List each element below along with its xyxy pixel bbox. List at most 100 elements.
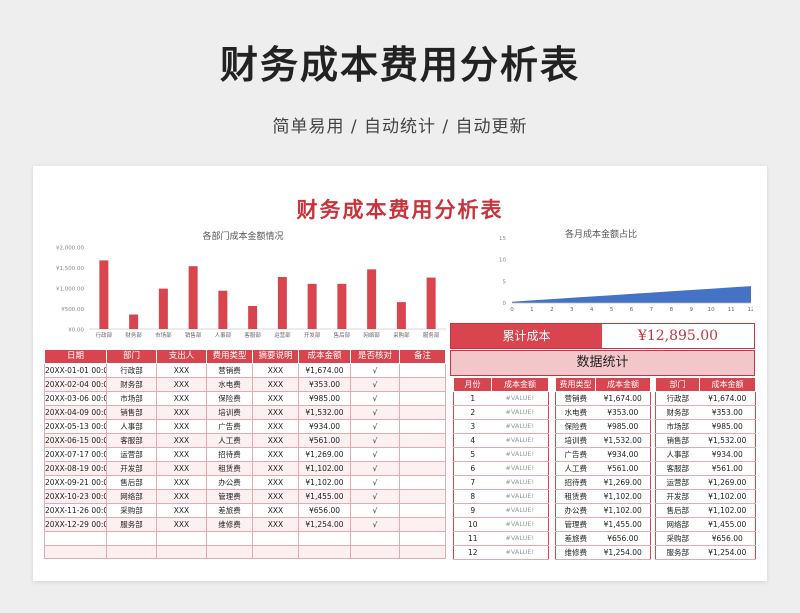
table-row: 7 #VALUE! <box>453 475 549 490</box>
table-cell: √ <box>350 391 400 406</box>
table-cell <box>106 545 157 560</box>
bar-1 <box>129 314 139 329</box>
table-cell: XXX <box>156 475 207 490</box>
table-cell: √ <box>350 419 400 434</box>
table-row: 10 #VALUE! <box>453 517 549 532</box>
table-cell: ¥656.00 <box>298 503 351 518</box>
table-cell: ¥1,102.00 <box>298 461 351 476</box>
table-cell: 20XX-03-06 00:00 <box>44 391 107 406</box>
table-cell: ¥1,269.00 <box>699 475 756 490</box>
table-row: 20XX-09-21 00:00 售后部 XXX 办公费 XXX ¥1,102.00 √ <box>44 475 446 490</box>
table-cell: √ <box>350 363 400 378</box>
x-tick-label: 市场部 <box>155 331 172 339</box>
table-cell: 1 <box>453 391 492 406</box>
bar-9 <box>367 269 377 329</box>
table-row: 广告费 ¥934.00 <box>555 447 651 462</box>
x-tick-label: 8 <box>670 307 674 313</box>
bar-7 <box>307 283 317 329</box>
table-cell <box>399 475 446 490</box>
column-header: 费用类型 <box>206 349 253 364</box>
table-cell: ¥934.00 <box>298 419 351 434</box>
page-title: 财务成本费用分析表 <box>219 43 580 87</box>
table-row: 人事部 ¥934.00 <box>655 447 756 462</box>
table-row: 售后部 ¥1,102.00 <box>655 503 756 518</box>
table-cell <box>399 419 446 434</box>
table-cell: 售后部 <box>655 503 700 518</box>
table-cell: 财务部 <box>106 377 157 392</box>
table-row: 人工费 ¥561.00 <box>555 461 651 476</box>
table-cell: 人事部 <box>655 447 700 462</box>
table-cell: √ <box>350 517 400 532</box>
table-cell: ¥1,254.00 <box>298 517 351 532</box>
x-tick-label: 6 <box>630 307 634 313</box>
table-cell: 水电费 <box>206 377 253 392</box>
table-cell: 20XX-11-26 00:00 <box>44 503 107 518</box>
table-cell: XXX <box>252 447 299 462</box>
table-cell: 招待费 <box>206 447 253 462</box>
table-cell: ¥1,674.00 <box>699 391 756 406</box>
table-cell: ¥1,102.00 <box>595 489 651 504</box>
x-tick-label: 2 <box>550 307 554 313</box>
table-cell: ¥1,532.00 <box>699 433 756 448</box>
x-tick-label: 财务部 <box>125 331 142 339</box>
table-cell <box>298 545 351 560</box>
table-cell <box>399 363 446 378</box>
table-cell <box>399 503 446 518</box>
table-cell: XXX <box>252 475 299 490</box>
bar-4 <box>218 290 228 329</box>
table-cell: 采购部 <box>655 531 700 546</box>
table-cell: ¥1,455.00 <box>699 517 756 532</box>
table-cell: 网络部 <box>655 517 700 532</box>
bar-11 <box>426 277 436 329</box>
x-tick-label: 行政部 <box>96 331 113 339</box>
x-tick-label: 0 <box>510 307 514 313</box>
bar-8 <box>337 283 347 329</box>
table-cell: XXX <box>156 363 207 378</box>
table-cell: 20XX-05-13 00:00 <box>44 419 107 434</box>
table-cell: ¥1,674.00 <box>595 391 651 406</box>
monthly-stats-table: 月份 成本金额 1 #VALUE! 2 #VALUE! 3 #VALUE! 4 #VALUE! 5 #… <box>453 377 549 560</box>
column-header: 成本金额 <box>595 377 651 392</box>
table-row: 20XX-11-26 00:00 采购部 XXX 差旅费 XXX ¥656.00 √ <box>44 503 446 518</box>
table-cell: √ <box>350 489 400 504</box>
table-cell: #VALUE! <box>491 419 549 434</box>
column-header: 部门 <box>106 349 157 364</box>
type-stats-table: 费用类型 成本金额 营销费 ¥1,674.00 水电费 ¥353.00 保险费 ¥985.00… <box>555 377 651 560</box>
x-tick-label: 人事部 <box>215 331 232 339</box>
table-cell: XXX <box>252 503 299 518</box>
table-cell: 人工费 <box>206 433 253 448</box>
table-cell: 销售部 <box>106 405 157 420</box>
table-cell: ¥1,254.00 <box>699 545 756 560</box>
table-cell: 2 <box>453 405 492 420</box>
table-cell <box>399 531 446 546</box>
x-tick-label: 运营部 <box>274 331 291 339</box>
table-cell: ¥985.00 <box>595 419 651 434</box>
table-cell <box>350 531 400 546</box>
table-cell: 管理费 <box>206 489 253 504</box>
table-row: 管理费 ¥1,455.00 <box>555 517 651 532</box>
table-cell: 办公费 <box>206 475 253 490</box>
table-row: 招待费 ¥1,269.00 <box>555 475 651 490</box>
table-row: 服务部 ¥1,254.00 <box>655 545 756 560</box>
table-cell: 租赁费 <box>206 461 253 476</box>
table-cell <box>399 391 446 406</box>
x-tick-label: 销售部 <box>185 331 202 339</box>
bar-10 <box>396 302 406 329</box>
table-cell: 运营部 <box>106 447 157 462</box>
x-tick-label: 网络部 <box>363 331 380 339</box>
column-header: 月份 <box>453 377 492 392</box>
table-cell: 客服部 <box>106 433 157 448</box>
table-cell: #VALUE! <box>491 517 549 532</box>
table-cell: √ <box>350 377 400 392</box>
table-cell: 20XX-02-04 00:00 <box>44 377 107 392</box>
table-cell: 20XX-07-17 00:00 <box>44 447 107 462</box>
table-cell <box>399 405 446 420</box>
table-row: 采购部 ¥656.00 <box>655 531 756 546</box>
sheet-title: 财务成本费用分析表 <box>296 197 504 222</box>
bar-3 <box>188 266 198 329</box>
column-header: 成本金额 <box>491 377 549 392</box>
table-cell: 销售部 <box>655 433 700 448</box>
table-row: 20XX-12-29 00:00 服务部 XXX 维修费 XXX ¥1,254.00 √ <box>44 517 446 532</box>
table-cell: XXX <box>156 377 207 392</box>
table-cell: 管理费 <box>555 517 596 532</box>
